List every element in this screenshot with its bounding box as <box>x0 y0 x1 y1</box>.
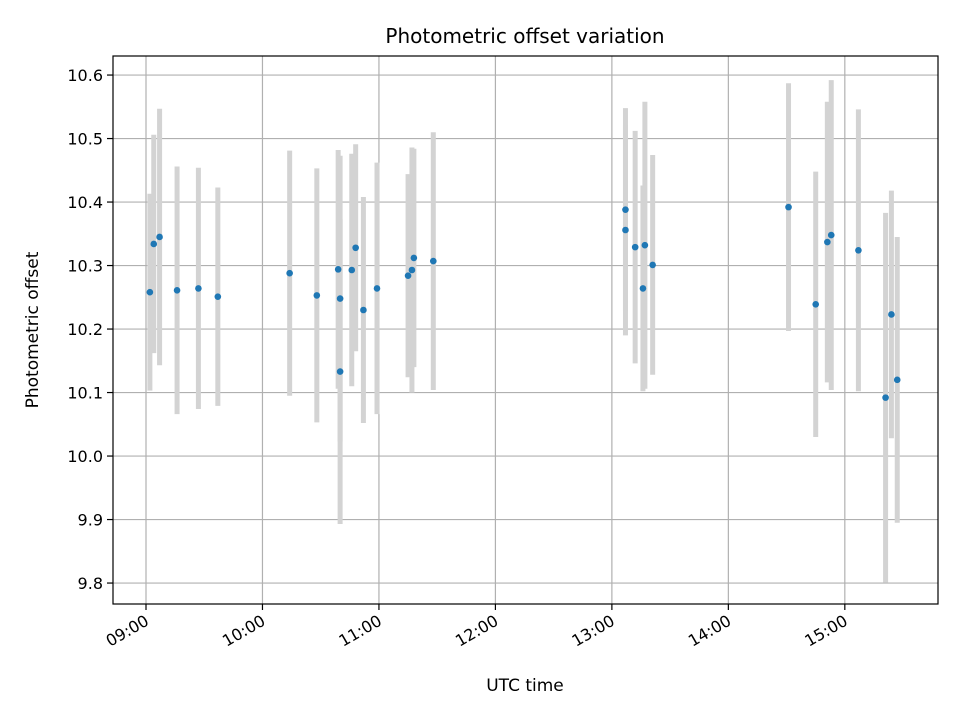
data-point <box>173 287 181 294</box>
y-tick-label: 9.9 <box>78 511 103 530</box>
chart-title: Photometric offset variation <box>385 24 664 48</box>
data-point <box>334 266 342 273</box>
y-axis: 9.8 9.9 10.0 10.1 10.2 10.3 10.4 10.5 10.6 <box>67 66 113 593</box>
data-point <box>639 285 647 292</box>
data-point <box>631 243 639 251</box>
data-point <box>827 231 835 239</box>
y-tick-label: 10.3 <box>67 257 103 276</box>
data-point <box>785 203 792 211</box>
data-point <box>622 226 629 234</box>
data-point <box>812 300 820 308</box>
grid <box>113 56 938 604</box>
data-point <box>893 376 901 384</box>
y-tick-label: 10.0 <box>67 447 103 466</box>
data-point <box>336 295 344 302</box>
data-point <box>336 368 344 375</box>
x-axis-label: UTC time <box>486 676 564 696</box>
y-tick-label: 10.5 <box>67 130 103 149</box>
data-point <box>313 292 321 299</box>
y-tick-label: 10.2 <box>67 320 103 339</box>
data-point <box>408 266 416 274</box>
data-points <box>146 203 901 401</box>
data-point <box>156 233 163 241</box>
data-point <box>888 311 895 318</box>
plot-frame <box>112 55 939 605</box>
data-point <box>641 241 649 249</box>
data-point <box>882 394 889 401</box>
y-tick-label: 9.8 <box>78 574 103 593</box>
y-tick-label: 10.1 <box>67 384 103 403</box>
data-point <box>286 269 293 277</box>
data-point <box>214 293 222 300</box>
data-point <box>348 266 356 274</box>
data-point <box>649 261 656 269</box>
y-axis-label: Photometric offset <box>23 251 43 408</box>
data-point <box>352 244 359 252</box>
data-point <box>360 306 367 314</box>
data-point <box>824 238 831 246</box>
data-point <box>146 288 154 296</box>
data-point <box>429 257 437 265</box>
data-point <box>622 206 629 213</box>
data-point <box>855 247 862 254</box>
data-point <box>150 240 158 248</box>
data-point <box>195 285 202 292</box>
data-point <box>410 254 418 262</box>
data-point <box>373 285 381 292</box>
data-point <box>404 272 412 280</box>
y-tick-label: 10.6 <box>67 66 103 85</box>
y-tick-label: 10.4 <box>67 193 103 212</box>
